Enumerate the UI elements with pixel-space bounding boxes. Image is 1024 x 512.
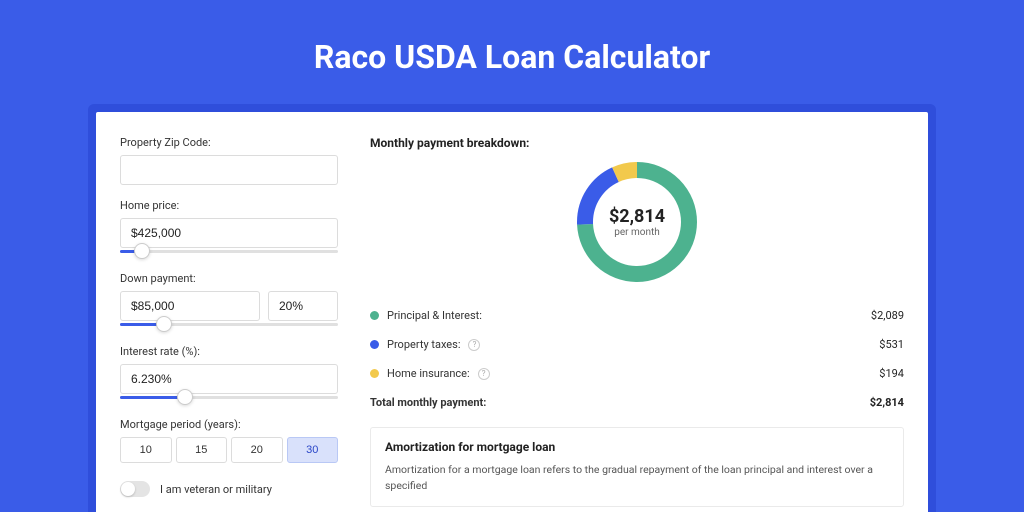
down-payment-field: Down payment:: [120, 272, 338, 331]
amortization-body: Amortization for a mortgage loan refers …: [385, 462, 889, 494]
legend-value: $531: [879, 338, 904, 351]
breakdown-legend: Principal & Interest: $2,089 Property taxe…: [370, 300, 904, 417]
legend-value: $2,089: [871, 309, 904, 322]
down-payment-label: Down payment:: [120, 272, 338, 285]
interest-rate-input[interactable]: [120, 364, 338, 394]
legend-label: Property taxes:: [387, 338, 460, 351]
mortgage-period-buttons: 10152030: [120, 437, 338, 463]
panel-shadow: Property Zip Code: Home price: Down paym…: [88, 104, 936, 512]
legend-total: Total monthly payment: $2,814: [370, 388, 904, 417]
donut-center-sub: per month: [614, 227, 660, 238]
mortgage-period-option[interactable]: 20: [231, 437, 283, 463]
veteran-toggle-label: I am veteran or military: [160, 483, 272, 496]
legend-label: Principal & Interest:: [387, 309, 482, 322]
interest-rate-field: Interest rate (%):: [120, 345, 338, 404]
zip-label: Property Zip Code:: [120, 136, 338, 149]
legend-value: $194: [879, 367, 904, 380]
mortgage-period-option[interactable]: 30: [287, 437, 339, 463]
donut-center-amount: $2,814: [609, 206, 665, 227]
zip-input[interactable]: [120, 155, 338, 185]
legend-total-value: $2,814: [870, 396, 904, 409]
help-icon[interactable]: ?: [468, 339, 480, 351]
amortization-card: Amortization for mortgage loan Amortizat…: [370, 427, 904, 507]
legend-item: Property taxes:? $531: [370, 330, 904, 359]
payment-donut-chart: $2,814 per month: [577, 162, 697, 282]
down-payment-slider[interactable]: [120, 319, 338, 331]
legend-item: Home insurance:? $194: [370, 359, 904, 388]
home-price-slider[interactable]: [120, 246, 338, 258]
help-icon[interactable]: ?: [478, 368, 490, 380]
legend-label: Home insurance:: [387, 367, 470, 380]
zip-field: Property Zip Code:: [120, 136, 338, 185]
legend-dot: [370, 311, 379, 320]
veteran-toggle-row: I am veteran or military: [120, 481, 338, 497]
legend-dot: [370, 369, 379, 378]
down-payment-pct-input[interactable]: [268, 291, 338, 321]
mortgage-period-option[interactable]: 10: [120, 437, 172, 463]
legend-total-label: Total monthly payment:: [370, 396, 486, 409]
amortization-heading: Amortization for mortgage loan: [385, 440, 889, 454]
home-price-field: Home price:: [120, 199, 338, 258]
page-title: Raco USDA Loan Calculator: [0, 38, 1024, 76]
interest-rate-slider[interactable]: [120, 392, 338, 404]
mortgage-period-option[interactable]: 15: [176, 437, 228, 463]
mortgage-period-field: Mortgage period (years): 10152030: [120, 418, 338, 463]
down-payment-input[interactable]: [120, 291, 260, 321]
form-column: Property Zip Code: Home price: Down paym…: [96, 112, 354, 512]
mortgage-period-label: Mortgage period (years):: [120, 418, 338, 431]
home-price-label: Home price:: [120, 199, 338, 212]
breakdown-heading: Monthly payment breakdown:: [370, 136, 904, 150]
legend-item: Principal & Interest: $2,089: [370, 301, 904, 330]
legend-dot: [370, 340, 379, 349]
breakdown-column: Monthly payment breakdown: $2,814 per mo…: [354, 112, 928, 512]
calculator-panel: Property Zip Code: Home price: Down paym…: [96, 112, 928, 512]
veteran-toggle[interactable]: [120, 481, 150, 497]
interest-rate-label: Interest rate (%):: [120, 345, 338, 358]
home-price-input[interactable]: [120, 218, 338, 248]
